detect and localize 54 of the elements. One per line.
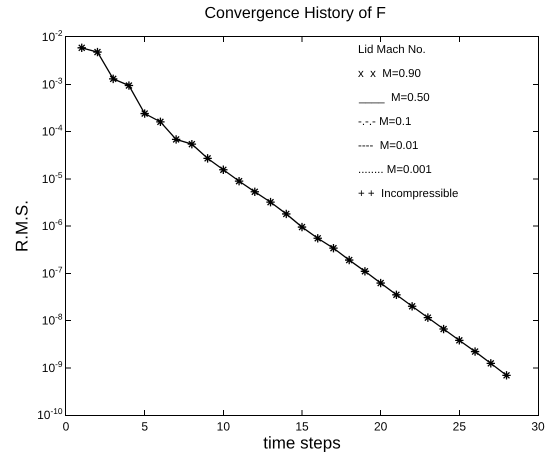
point bbox=[92, 47, 102, 57]
point bbox=[376, 278, 386, 288]
annotation: Lid Mach No. bbox=[358, 44, 426, 56]
point bbox=[438, 324, 448, 334]
y-tick-label: 10$^{-7}$ bbox=[42, 264, 63, 280]
x-tick-label: 20 bbox=[374, 419, 388, 434]
point bbox=[312, 233, 323, 244]
point bbox=[454, 336, 464, 346]
point bbox=[156, 117, 166, 127]
point bbox=[502, 370, 512, 380]
y-tick-label: 10$^{-8}$ bbox=[42, 312, 63, 328]
point bbox=[470, 346, 480, 356]
point bbox=[266, 197, 276, 207]
annotation: x x M=0.90 bbox=[358, 68, 421, 80]
y-tick-label: 10$^{-6}$ bbox=[42, 217, 63, 234]
y-axis-title: R.M.S. bbox=[12, 200, 32, 252]
y-tick-label: 10$^{-4}$ bbox=[42, 122, 63, 139]
chart-title: Convergence History of F bbox=[204, 5, 386, 22]
annotation: ---- M=0.01 bbox=[358, 140, 418, 152]
point bbox=[171, 134, 181, 144]
annotation: ........ M=0.001 bbox=[358, 164, 432, 176]
x-tick-label: 25 bbox=[452, 419, 466, 434]
y-tick-label: 10$^{-2}$ bbox=[42, 28, 63, 44]
point bbox=[218, 164, 228, 175]
point bbox=[486, 358, 496, 368]
annotation: -.-.- M=0.1 bbox=[358, 116, 412, 128]
point bbox=[297, 222, 307, 232]
point bbox=[76, 42, 87, 53]
annotation: ____ M=0.50 bbox=[358, 92, 430, 104]
point bbox=[423, 312, 433, 322]
point bbox=[108, 74, 118, 84]
x-tick-label: 5 bbox=[141, 419, 148, 434]
point bbox=[344, 255, 354, 265]
point bbox=[124, 80, 134, 90]
y-tick-label: 10$^{-10}$ bbox=[37, 406, 63, 422]
x-tick-label: 10 bbox=[216, 419, 230, 434]
point bbox=[407, 301, 417, 312]
annotation: + + Incompressible bbox=[358, 188, 458, 200]
point bbox=[250, 186, 260, 197]
x-tick-label: 15 bbox=[295, 419, 309, 434]
point bbox=[140, 108, 150, 118]
y-tick-label: 10$^{-5}$ bbox=[42, 170, 63, 186]
point bbox=[281, 209, 292, 219]
x-tick-label: 30 bbox=[531, 419, 545, 434]
point bbox=[360, 266, 370, 276]
y-tick-label: 10$^{-3}$ bbox=[42, 75, 63, 92]
x-axis-title: time steps bbox=[263, 433, 341, 452]
point bbox=[392, 290, 402, 300]
point bbox=[328, 243, 338, 253]
point bbox=[234, 176, 244, 186]
point bbox=[202, 154, 212, 164]
point bbox=[187, 139, 197, 149]
y-tick-label: 10$^{-9}$ bbox=[42, 358, 63, 375]
x-tick-label: 0 bbox=[62, 419, 70, 434]
